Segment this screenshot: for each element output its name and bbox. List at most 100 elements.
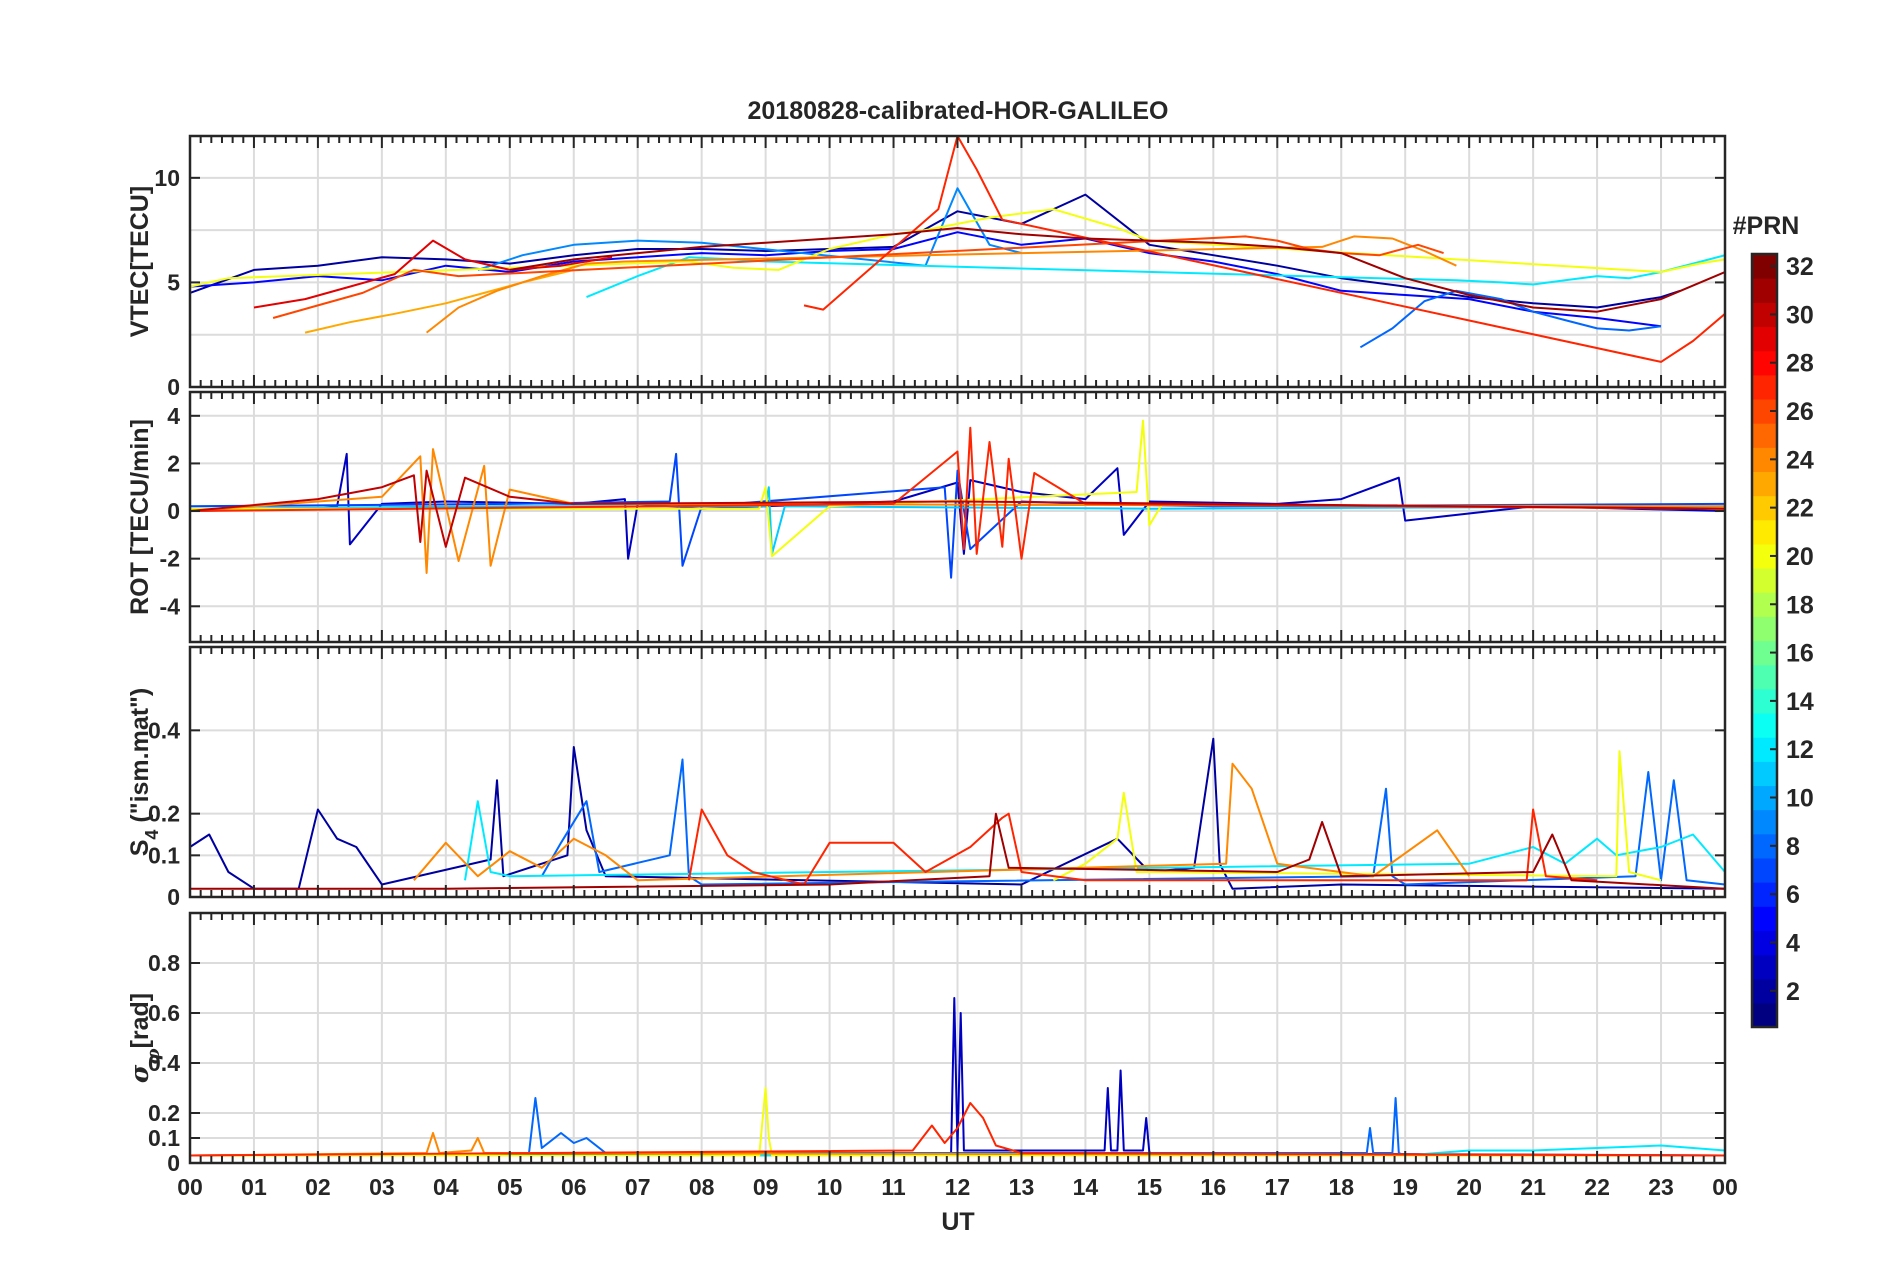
colorbar-label: #PRN bbox=[1733, 212, 1800, 240]
colorbar-tick-label: 12 bbox=[1786, 736, 1814, 764]
series-line-prn-31 bbox=[190, 812, 1725, 890]
colorbar-tick-label: 28 bbox=[1786, 350, 1814, 378]
y-tick-label: 0.1 bbox=[148, 842, 180, 868]
colorbar-tick-label: 10 bbox=[1786, 785, 1814, 813]
y-axis-label-sigma_phi: σφ[rad] bbox=[125, 993, 164, 1083]
series-line-prn-24 bbox=[413, 762, 1471, 882]
y-tick-label: 2 bbox=[167, 450, 180, 476]
x-tick-label: 04 bbox=[433, 1174, 459, 1200]
x-tick-label: 14 bbox=[1073, 1174, 1099, 1200]
colorbar-swatch-prn-5 bbox=[1752, 906, 1777, 931]
x-tick-label: 08 bbox=[689, 1174, 715, 1200]
colorbar-frame bbox=[1750, 252, 1779, 1029]
x-tick-label: 22 bbox=[1584, 1174, 1610, 1200]
colorbar-tick-label: 26 bbox=[1786, 398, 1814, 426]
x-axis-label: UT bbox=[941, 1208, 974, 1236]
y-tick-label: 0 bbox=[167, 1150, 180, 1176]
series-line-prn-27 bbox=[190, 426, 1725, 560]
x-tick-label: 05 bbox=[497, 1174, 523, 1200]
x-tick-label: 15 bbox=[1137, 1174, 1163, 1200]
colorbar-swatch-prn-29 bbox=[1752, 326, 1777, 352]
series-line-prn-2 bbox=[190, 193, 1681, 309]
series-line-prn-24 bbox=[425, 235, 1457, 334]
y-tick-label: 10 bbox=[154, 165, 180, 191]
colorbar-swatch-prn-17 bbox=[1752, 616, 1777, 642]
series-line-prn-11 bbox=[190, 486, 1725, 555]
panel-vtec-frame bbox=[188, 134, 1727, 389]
panel-sigma_phi: 00.10.2 0.4 0.6 0.8 σφ[rad] bbox=[125, 911, 1727, 1176]
y-axis-label-s4: S4 ("ism.mat") bbox=[126, 688, 162, 857]
colorbar-tick-label: 2 bbox=[1786, 978, 1800, 1006]
y-tick-label: -2 bbox=[160, 546, 180, 572]
colorbar-swatch-prn-27 bbox=[1752, 374, 1777, 400]
panel-sigma_phi-series bbox=[190, 997, 1725, 1157]
x-tick-label: 11 bbox=[881, 1174, 906, 1200]
panel-rot-frame bbox=[188, 390, 1727, 644]
y-tick-label: 0.2 bbox=[148, 801, 180, 827]
y-axis-label-vtec: VTEC[TECU] bbox=[126, 186, 154, 337]
colorbar-tick-label: 22 bbox=[1786, 495, 1814, 523]
panel-s4-series bbox=[190, 737, 1725, 890]
series-line-prn-3 bbox=[190, 997, 1725, 1157]
y-tick-label: 0.6 bbox=[148, 1000, 180, 1026]
x-tick-label: 03 bbox=[369, 1174, 395, 1200]
series-line-prn-12 bbox=[586, 254, 1725, 299]
x-tick-label: 06 bbox=[561, 1174, 587, 1200]
y-tick-label: 4 bbox=[167, 403, 180, 429]
x-tick-label: 19 bbox=[1392, 1174, 1418, 1200]
colorbar-tick-label: 30 bbox=[1786, 301, 1814, 329]
colorbar-tick-label: 32 bbox=[1786, 253, 1814, 281]
panel-s4-frame bbox=[188, 645, 1727, 899]
x-tick-label: 10 bbox=[817, 1174, 843, 1200]
x-tick-label: 01 bbox=[241, 1174, 267, 1200]
y-tick-label: 0.2 bbox=[148, 1100, 180, 1126]
colorbar-tick-label: 16 bbox=[1786, 640, 1814, 668]
series-line-prn-31 bbox=[509, 227, 1725, 313]
y-tick-label: 0 bbox=[167, 884, 180, 910]
y-tick-label: 0.4 bbox=[148, 1050, 180, 1076]
colorbar-swatch-prn-11 bbox=[1752, 761, 1777, 787]
series-line-prn-27 bbox=[190, 1102, 1725, 1157]
series-line-prn-20 bbox=[1052, 750, 1662, 882]
y-tick-label: 0.1 bbox=[148, 1125, 180, 1151]
colorbar-tick-label: 14 bbox=[1786, 688, 1814, 716]
colorbar-tick-label: 8 bbox=[1786, 833, 1800, 861]
x-tick-label: 21 bbox=[1520, 1174, 1546, 1200]
series-line-prn-20 bbox=[190, 1087, 1725, 1157]
y-tick-label: 0 bbox=[167, 498, 180, 524]
colorbar-swatch-prn-31 bbox=[1752, 278, 1777, 303]
x-tick-label: 12 bbox=[945, 1174, 971, 1200]
panel-rot: -4 -2 0 2 4 ROT [TECU/min] bbox=[126, 390, 1727, 644]
series-line-prn-27 bbox=[687, 808, 1598, 886]
panel-s4: 0 0.1 0.2 0.4S4 ("ism.mat") bbox=[126, 645, 1727, 910]
colorbar-swatch-prn-7 bbox=[1752, 857, 1777, 883]
colorbar-swatch-prn-13 bbox=[1752, 712, 1777, 738]
panel-rot-series bbox=[190, 419, 1725, 579]
x-tick-label: 02 bbox=[305, 1174, 331, 1200]
x-tick-label: 09 bbox=[753, 1174, 779, 1200]
colorbar-swatch-prn-3 bbox=[1752, 954, 1777, 980]
colorbar-tick-label: 20 bbox=[1786, 543, 1814, 571]
y-tick-label: 0 bbox=[167, 374, 180, 400]
colorbar-tick-label: 24 bbox=[1786, 446, 1814, 474]
series-line-prn-29 bbox=[253, 239, 613, 309]
colorbar-tick-label: 4 bbox=[1786, 929, 1800, 957]
colorbar-tick-label: 6 bbox=[1786, 881, 1800, 909]
y-tick-label: -4 bbox=[160, 593, 181, 619]
series-line-prn-5 bbox=[190, 231, 1662, 328]
colorbar-swatch-prn-9 bbox=[1752, 809, 1777, 835]
panel-sigma_phi-frame bbox=[188, 911, 1727, 1165]
colorbar-swatch-prn-15 bbox=[1752, 664, 1777, 690]
x-tick-label: 00 bbox=[177, 1174, 203, 1200]
x-axis: 00 01 02 03 04 05 06 07 08 09 10 11 12 13 14 15 16 17 18 19… bbox=[177, 1174, 1738, 1200]
chart-title: 20180828-calibrated-HOR-GALILEO bbox=[748, 97, 1169, 125]
y-tick-label: 0.8 bbox=[148, 950, 180, 976]
x-tick-label: 18 bbox=[1328, 1174, 1354, 1200]
colorbar-swatch-prn-23 bbox=[1752, 471, 1777, 497]
x-tick-label: 13 bbox=[1009, 1174, 1035, 1200]
y-tick-label: 0.4 bbox=[148, 717, 180, 743]
